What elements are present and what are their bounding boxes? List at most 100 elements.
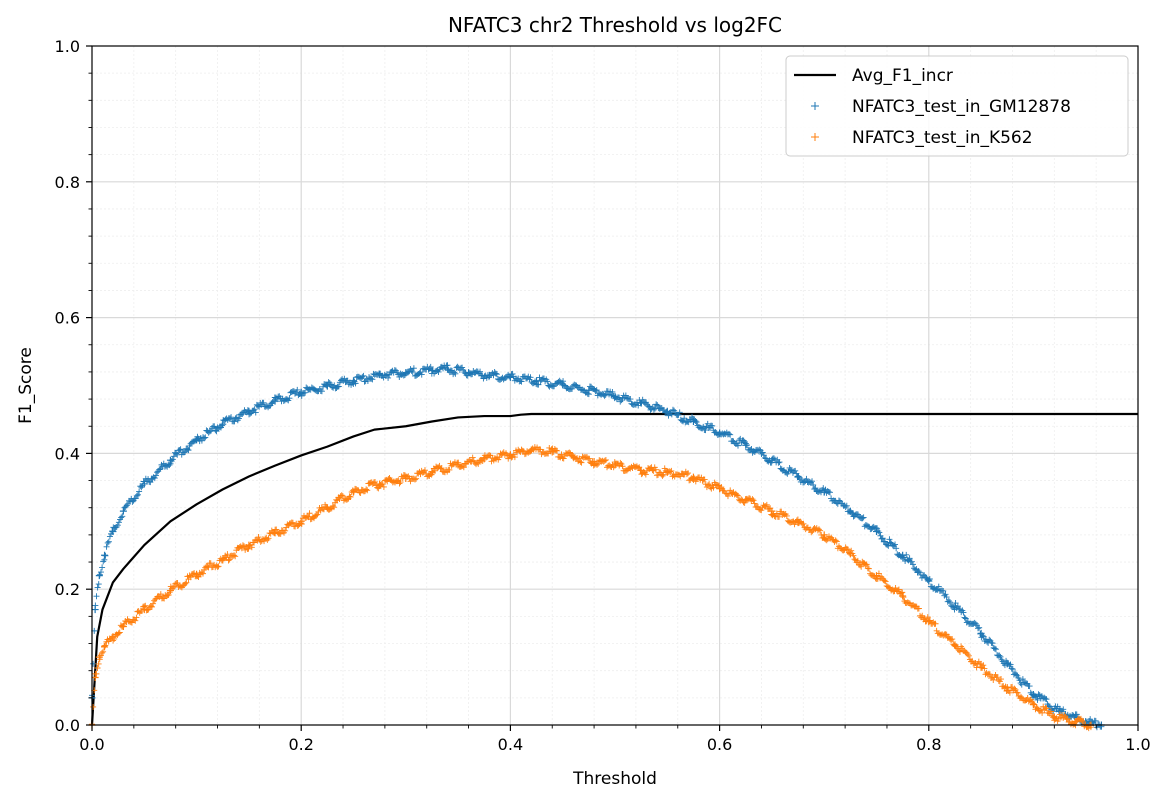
data-point (101, 551, 109, 559)
data-point (91, 673, 99, 681)
data-point (925, 618, 933, 626)
data-point (768, 456, 776, 464)
data-point (846, 550, 854, 558)
legend-item: Avg_F1_incr (794, 66, 953, 86)
legend-item: NFATC3_test_in_GM12878 (811, 97, 1071, 117)
data-point (533, 377, 541, 385)
data-point (527, 446, 535, 454)
data-point (1003, 684, 1011, 692)
data-point (716, 429, 724, 437)
data-point (742, 496, 750, 504)
data-point (193, 436, 201, 444)
data-point (1003, 660, 1011, 668)
legend-marker (811, 133, 819, 141)
legend-box (785, 55, 1129, 157)
data-point (1071, 718, 1079, 726)
data-point (585, 386, 593, 394)
data-point (140, 606, 148, 614)
legend-label: NFATC3_test_in_K562 (852, 128, 1033, 148)
y-tick-label: 1.0 (55, 37, 80, 56)
data-point (820, 531, 828, 539)
data-point (637, 399, 645, 407)
data-point (428, 367, 436, 375)
x-tick-label: 0.6 (707, 735, 732, 754)
data-point (1029, 701, 1037, 709)
data-point (820, 488, 828, 496)
chart-title: NFATC3 chr2 Threshold vs log2FC (448, 13, 782, 37)
minor-grid (92, 46, 1138, 725)
data-point (109, 633, 117, 641)
data-point (323, 382, 331, 390)
data-point (569, 453, 577, 461)
data-point (506, 451, 514, 459)
data-point (119, 507, 127, 515)
legend-marker (811, 102, 819, 110)
data-point (1029, 690, 1037, 698)
data-point (454, 461, 462, 469)
data-point (428, 468, 436, 476)
x-tick-label: 0.2 (288, 735, 313, 754)
data-point (91, 606, 99, 614)
x-tick-label: 0.4 (498, 735, 523, 754)
data-point (245, 541, 253, 549)
data-point (611, 392, 619, 400)
data-point (663, 468, 671, 476)
data-point (323, 504, 331, 512)
data-point (376, 480, 384, 488)
data-point (689, 417, 697, 425)
data-point (119, 623, 127, 631)
data-point (1050, 713, 1058, 721)
data-point (480, 455, 488, 463)
data-point (465, 369, 473, 377)
data-point (899, 551, 907, 559)
series-layer (88, 362, 1138, 732)
axis-ticks: 0.0 0.2 0.4 0.6 0.8 1.0 0.0 0.2 0.4 0.6 0.8 1.0 (55, 37, 1151, 754)
data-point (297, 388, 305, 396)
x-tick-label: 0.0 (79, 735, 104, 754)
data-point (716, 485, 724, 493)
data-point (350, 488, 357, 496)
data-point (271, 529, 279, 537)
y-tick-label: 0.6 (55, 309, 80, 328)
data-point (794, 519, 802, 527)
data-point (846, 507, 854, 515)
y-tick-label: 0.8 (55, 173, 80, 192)
legend-item: NFATC3_test_in_K562 (811, 128, 1033, 148)
data-point (444, 365, 452, 373)
legend-label: NFATC3_test_in_GM12878 (852, 97, 1071, 117)
data-point (245, 407, 253, 415)
data-point (219, 420, 227, 428)
data-point (637, 466, 645, 474)
data-point (899, 592, 907, 600)
data-point (506, 373, 514, 381)
data-point (559, 381, 567, 389)
data-point (794, 472, 802, 480)
data-point (193, 570, 201, 578)
plot-frame (91, 45, 1139, 726)
series-line-Avg_F1_incr (90, 412, 1138, 726)
data-point (402, 475, 410, 483)
y-tick-label: 0.0 (55, 716, 80, 735)
data-point (951, 641, 959, 649)
data-point (166, 456, 174, 464)
data-point (485, 371, 493, 379)
data-point (109, 527, 117, 535)
data-point (140, 480, 148, 488)
data-point (611, 461, 619, 469)
data-point (977, 663, 985, 671)
data-point (350, 377, 357, 385)
legend: Avg_F1_incr NFATC3_test_in_GM12878 NFATC3_… (785, 55, 1129, 157)
data-point (271, 397, 279, 405)
data-point (742, 441, 750, 449)
data-point (768, 507, 776, 515)
data-point (376, 371, 384, 379)
data-point (925, 577, 933, 585)
y-tick-label: 0.4 (55, 444, 80, 463)
data-point (548, 448, 556, 456)
data-point (95, 572, 103, 580)
data-point (101, 643, 109, 651)
y-tick-label: 0.2 (55, 580, 80, 599)
data-point (977, 629, 985, 637)
data-point (95, 653, 103, 661)
